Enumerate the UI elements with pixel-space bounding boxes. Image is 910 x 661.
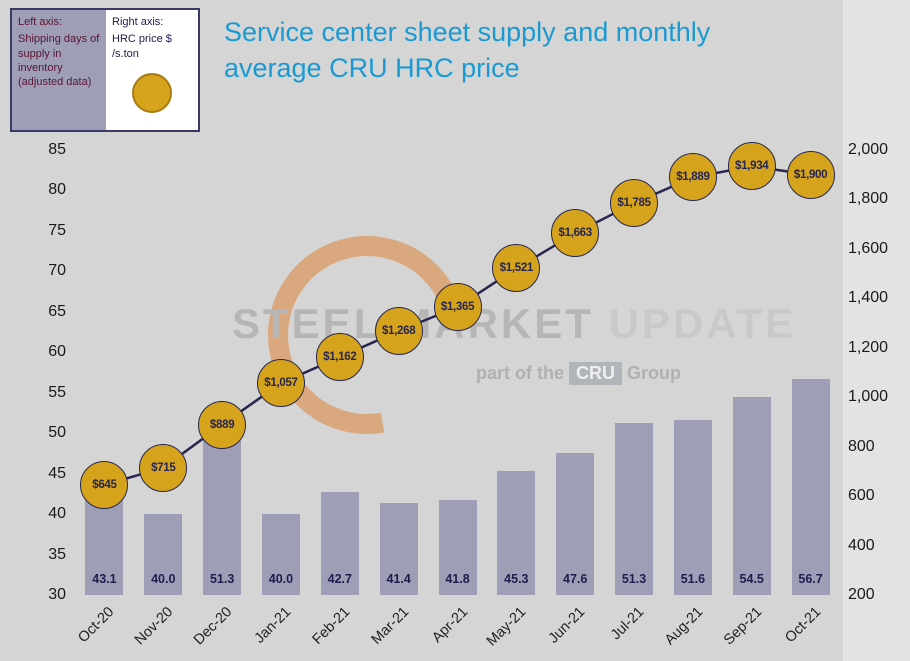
right-axis-background (843, 0, 910, 661)
bar-value-label: 43.1 (92, 572, 117, 586)
legend-left-axis: Left axis: Shipping days of supply in in… (12, 10, 106, 130)
bar-value-label: 40.0 (151, 572, 176, 586)
left-axis-tick: 65 (48, 302, 66, 320)
chart-title: Service center sheet supply and monthly … (224, 17, 711, 84)
right-axis-tick: 400 (848, 536, 875, 554)
price-marker: $1,934 (727, 142, 776, 191)
x-axis-label: Apr-21 (428, 604, 471, 647)
x-axis-label: Dec-20 (191, 604, 236, 649)
bar (673, 420, 712, 595)
bar-value-label: 51.6 (680, 572, 706, 586)
x-axis-label: Oct-20 (75, 604, 118, 647)
bar (732, 396, 771, 595)
bar-value-label: 41.4 (386, 572, 411, 586)
x-axis-label: Jan-21 (251, 604, 295, 647)
bar-value-label: 51.3 (209, 572, 235, 586)
left-axis-tick: 35 (48, 545, 66, 563)
legend-right-axis: Right axis: HRC price $ /s.ton (106, 10, 198, 130)
right-axis-tick: 1,200 (848, 338, 889, 356)
bar-value-label: 40.0 (268, 572, 294, 586)
right-axis-tick: 1,000 (848, 388, 889, 406)
left-axis-tick: 60 (48, 343, 66, 361)
left-axis-tick: 55 (48, 383, 66, 401)
legend-left-title: Left axis: (18, 16, 63, 28)
legend-right-title: Right axis: (112, 16, 164, 28)
bar-value-label: 56.7 (798, 572, 823, 586)
bar (261, 514, 300, 595)
right-axis-tick: 1,400 (848, 289, 889, 307)
price-marker: $1,663 (551, 209, 600, 258)
right-axis-tick: 1,600 (848, 239, 889, 257)
x-axis-label: Mar-21 (368, 604, 412, 648)
bar (320, 492, 359, 595)
right-axis-tick: 2,000 (848, 141, 889, 158)
price-marker: $1,162 (315, 333, 364, 382)
bar-value-label: 51.3 (621, 572, 647, 586)
price-marker: $1,900 (786, 150, 835, 199)
bar (497, 471, 536, 595)
x-axis-label: Feb-21 (309, 604, 354, 648)
right-axis-tick: 200 (848, 586, 875, 603)
x-axis-label: Oct-21 (781, 604, 824, 647)
bar (438, 499, 477, 595)
bar-value-label: 41.8 (445, 572, 470, 586)
bar (379, 502, 418, 595)
right-axis-tick: 800 (848, 437, 875, 455)
left-axis-tick: 40 (48, 505, 66, 523)
price-marker: $1,268 (374, 306, 423, 355)
bar (144, 514, 183, 595)
x-axis-label: Jul-21 (608, 604, 648, 644)
left-axis-tick: 45 (48, 464, 66, 482)
right-axis-tick: 1,800 (848, 190, 889, 208)
left-axis-tick: 85 (48, 141, 66, 158)
left-axis-tick: 80 (48, 181, 66, 199)
legend: Left axis: Shipping days of supply in in… (10, 8, 200, 132)
price-marker: $1,521 (492, 244, 541, 293)
price-marker: $1,889 (668, 153, 717, 202)
left-axis-tick: 30 (48, 586, 66, 603)
bar-value-label: 42.7 (327, 572, 352, 586)
bar (791, 378, 830, 595)
price-marker: $1,057 (256, 359, 305, 408)
legend-left-body: Shipping days of supply in inventory (ad… (18, 33, 100, 89)
price-marker: $1,785 (610, 179, 659, 228)
bar-value-label: 45.3 (504, 572, 529, 586)
left-axis-tick: 75 (48, 221, 66, 239)
x-axis-label: Aug-21 (661, 604, 707, 649)
x-axis-label: Jun-21 (545, 604, 589, 647)
left-axis-tick: 50 (48, 424, 66, 442)
legend-right-body: HRC price $ /s.ton (112, 33, 172, 60)
x-axis-label: Nov-20 (132, 604, 177, 649)
bar-value-label: 47.6 (563, 572, 588, 586)
x-axis-label: May-21 (484, 604, 530, 650)
price-marker: $1,365 (433, 282, 482, 331)
left-axis-tick: 70 (48, 262, 66, 280)
bar-value-label: 54.5 (739, 572, 764, 586)
x-axis-label: Sep-21 (720, 604, 766, 649)
hrc-price-legend-marker-icon (132, 72, 172, 113)
right-axis-tick: 600 (848, 487, 875, 505)
price-marker: $715 (139, 443, 188, 492)
price-marker: $889 (198, 400, 247, 449)
bar (615, 422, 654, 595)
